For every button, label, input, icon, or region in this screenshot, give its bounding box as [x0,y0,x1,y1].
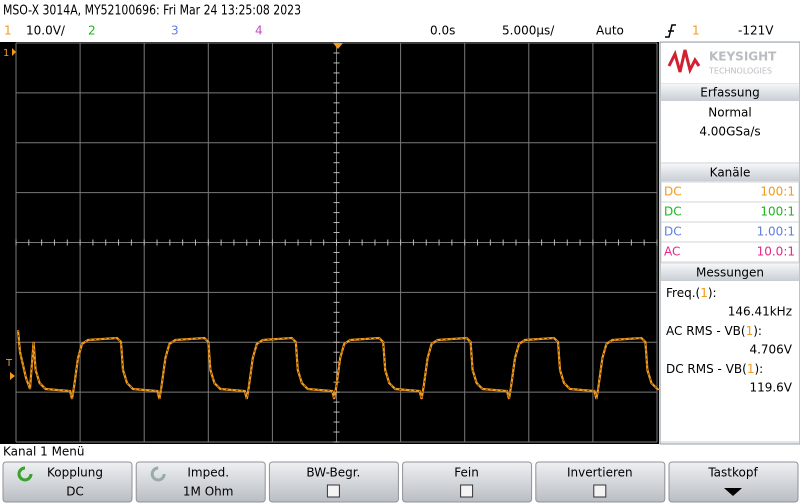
section-title: Messungen [696,266,764,280]
graticule [15,42,658,443]
softkey-label[interactable]: Kopplung [47,466,103,480]
softkey[interactable]: Invertieren [535,461,666,503]
measurement-label-part: ): [753,324,762,338]
trigger-edge-icon [665,24,676,38]
channel-coupling: AC [664,245,680,259]
softkey-value[interactable]: 1M Ohm [183,485,234,499]
channel-row [660,241,800,263]
softkey-body[interactable] [268,461,399,503]
brand-sub: TECHNOLOGIES [708,67,772,76]
measurement-label-part: Freq.( [666,286,700,300]
section-header [661,84,799,101]
ch1-scale: 10.0V/ [26,24,66,38]
logo-wave [667,49,701,75]
measurement-label-part: 1 [746,324,754,338]
channel-probe: 1.00:1 [757,225,795,239]
softkey-body[interactable] [668,461,799,503]
header-title: MSO-X 3014A, MY52100696: Fri Mar 24 13:2… [3,4,301,19]
section-title: Kanäle [710,166,751,180]
softkey-checkbox[interactable] [326,484,340,498]
softkey-body[interactable] [2,461,133,503]
trigger-mode: Auto [596,24,624,38]
ch2-number: 2 [88,24,96,38]
softkey-arrow[interactable] [724,488,742,496]
ch1-number: 1 [4,24,12,38]
softkey[interactable]: Kopplung DC [2,461,133,503]
ch1-marker: 1 [3,48,9,59]
section-title: Erfassung [700,86,759,100]
measurement-label-part: DC RMS - VB( [666,362,747,376]
softkey[interactable]: BW-Begr. [268,461,399,503]
softkey-label[interactable]: Imped. [187,466,229,480]
softkey-body[interactable] [535,461,666,503]
trigger-level-arrow [10,372,15,380]
softkey-body[interactable] [135,461,266,503]
softkey-body[interactable] [402,461,533,503]
ch4-number: 4 [255,24,263,38]
measurement-value: 146.41kHz [728,305,792,319]
channel-coupling: DC [664,185,682,199]
measurement-label-part: 1 [747,362,755,376]
measurement-value: 119.6V [749,381,792,395]
measurement-label-part: ): [754,362,763,376]
section-body [661,281,799,441]
section-header [661,264,799,281]
softkey-label[interactable]: BW-Begr. [306,466,360,480]
ch1-arrow [12,48,16,56]
measurement-label: DC RMS - VB(1): [666,362,763,376]
channel-probe: 100:1 [760,185,795,199]
waveform-shading [17,329,659,400]
softkey[interactable]: Fein [402,461,533,503]
ch3-number: 3 [171,24,179,38]
measurement-label: AC RMS - VB(1): [666,324,762,338]
menu-title: Kanal 1 Menü [3,445,85,459]
softkey-checkbox[interactable] [593,484,607,498]
channel-coupling: DC [664,205,682,219]
sample-rate: 4.00GSa/s [699,125,760,139]
softkey[interactable]: Imped. 1M Ohm [135,461,266,503]
channel-coupling: DC [664,225,682,239]
trigger-source: 1 [692,24,700,38]
softkey-checkbox[interactable] [460,484,474,498]
trigger-time-marker [333,43,343,49]
section-body [661,101,799,162]
channel-probe: 10.0:1 [757,245,795,259]
acquisition-mode: Normal [708,106,751,120]
softkey-label[interactable]: Tastkopf [707,466,758,480]
time-offset: 0.0s [430,24,455,38]
measurement-label: Freq.(1): [666,286,717,300]
measurement-label-part: 1 [700,286,708,300]
measurement-value: 4.706V [749,343,792,357]
softkey[interactable]: Tastkopf [668,461,799,503]
brand: KEYSIGHT [709,50,777,64]
softkey-value[interactable]: DC [66,485,84,499]
measurement-label-part: ): [708,286,717,300]
softkey-rotate-icon[interactable] [17,466,33,482]
channel-probe: 100:1 [760,205,795,219]
measurement-label-part: AC RMS - VB( [666,324,746,338]
time-scale: 5.000µs/ [502,24,555,38]
trigger-level: -121V [738,24,774,38]
softkey-label[interactable]: Fein [454,466,479,480]
section-header [661,164,799,181]
softkey-label[interactable]: Invertieren [567,466,633,480]
softkey-rotate-icon[interactable] [150,466,166,482]
trigger-marker: T [5,358,13,369]
